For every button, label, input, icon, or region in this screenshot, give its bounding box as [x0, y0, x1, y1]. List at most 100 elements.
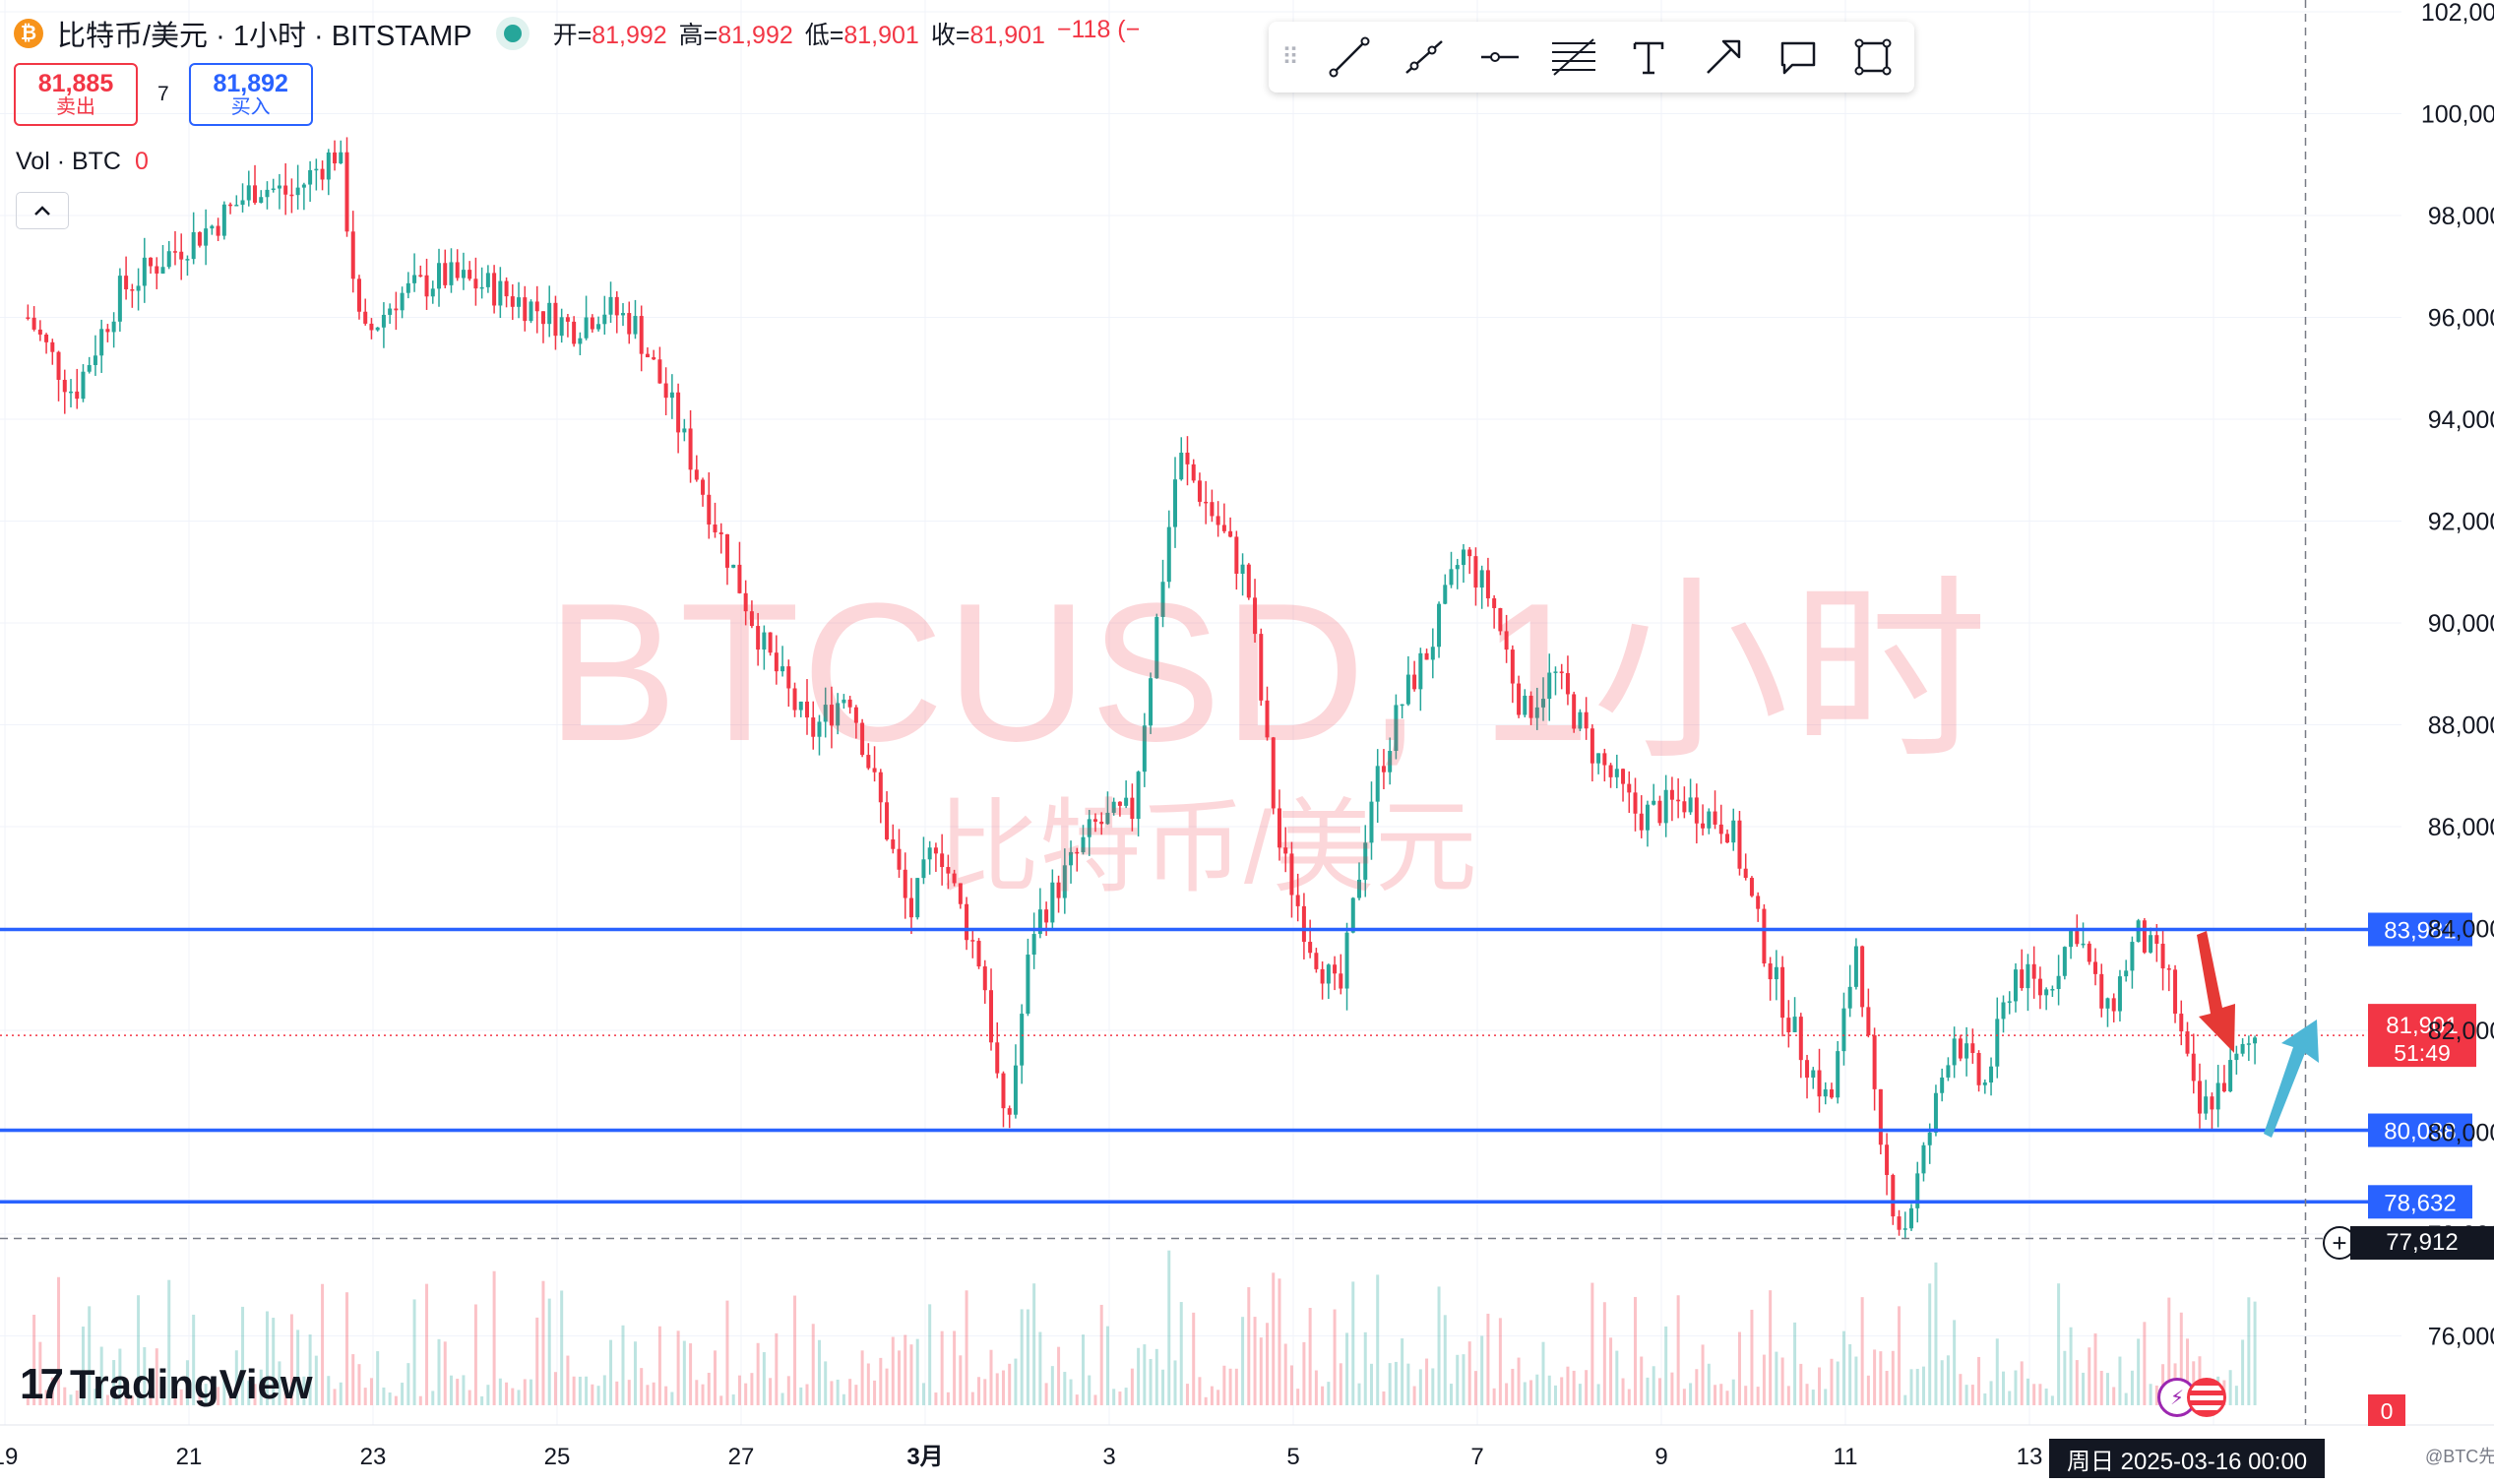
candle [2234, 1045, 2239, 1075]
candle-body [492, 273, 497, 306]
candle-body [1756, 896, 1761, 909]
ray-icon[interactable] [1387, 22, 1462, 93]
candle-body [2130, 942, 2135, 971]
candle-body [2246, 1043, 2251, 1045]
volume-bar [1057, 1346, 1061, 1405]
candle-body [2166, 968, 2171, 970]
candle-body [829, 705, 834, 726]
candle [633, 299, 638, 340]
volume-bar [946, 1391, 950, 1405]
candle-body [1976, 1053, 1981, 1085]
candle-body [1265, 700, 1270, 738]
volume-bar [308, 1334, 312, 1405]
volume-bar [1707, 1363, 1711, 1405]
collapse-button[interactable] [16, 192, 69, 229]
candle [1142, 712, 1147, 787]
down-arrow-annotation[interactable] [2197, 931, 2235, 1053]
candle-body [2124, 970, 2129, 977]
candle [774, 635, 779, 685]
candle [1645, 800, 1650, 847]
level-price-tag [2368, 1185, 2472, 1219]
candle-body [608, 296, 613, 315]
candle-body [1179, 452, 1184, 480]
volume-bar [2118, 1356, 2122, 1405]
candle [136, 268, 141, 311]
time-axis[interactable]: 19212325273月3579111315 [0, 1444, 2226, 1470]
candle [724, 533, 729, 586]
buy-button[interactable]: 81,892 买入 [188, 63, 313, 126]
up-arrow-annotation[interactable] [2264, 1020, 2319, 1138]
candle-body [350, 231, 355, 279]
volume-bar [2253, 1301, 2257, 1405]
volume-bar [198, 1387, 202, 1405]
annotation-arrows[interactable] [2197, 931, 2319, 1138]
price-axis[interactable]: 76,00078,00080,00082,00084,00086,00088,0… [2421, 0, 2494, 1351]
volume-bar [953, 1330, 957, 1405]
candle-body [56, 351, 61, 380]
horizontal-levels[interactable]: 83,981 80,038 78,632 [0, 912, 2472, 1219]
volume-zero-tag [2368, 1394, 2405, 1426]
volume-bar [1866, 1375, 1870, 1405]
text-icon[interactable] [1611, 22, 1686, 93]
candle [1265, 686, 1270, 741]
volume-bar [2063, 1350, 2067, 1405]
rectangle-icon[interactable] [1836, 22, 1910, 93]
candle [1976, 1050, 1981, 1092]
candle-body [1050, 882, 1055, 923]
brand-name: TradingView [69, 1361, 313, 1407]
volume-bar [1137, 1347, 1141, 1405]
volume-bar [1450, 1384, 1454, 1405]
candle-body [1523, 695, 1528, 715]
candle [185, 255, 190, 277]
volume-bar [1848, 1344, 1852, 1405]
callout-icon[interactable] [1761, 22, 1836, 93]
arrow-icon[interactable] [1686, 22, 1761, 93]
candle-body [602, 314, 607, 325]
us-flag-icon[interactable] [2187, 1378, 2226, 1417]
volume-bar [1572, 1370, 1576, 1405]
candle-body [1847, 986, 1852, 1009]
candle [1197, 472, 1202, 507]
candle-body [1517, 683, 1522, 715]
volume-bar [412, 1299, 416, 1405]
horizontal-ray-icon[interactable] [1462, 22, 1536, 93]
tradingview-logo[interactable]: 17 TradingView [20, 1360, 313, 1409]
candle [1154, 613, 1159, 679]
drag-handle-icon[interactable]: ⠿ [1281, 43, 1299, 71]
candles [26, 137, 2258, 1240]
candle-body [805, 701, 810, 718]
candle [1136, 771, 1141, 836]
market-status-icon[interactable] [503, 25, 522, 42]
sell-button[interactable]: 81,885 卖出 [14, 63, 138, 126]
volume-bar [921, 1383, 925, 1405]
candle [2253, 1035, 2258, 1065]
volume-bar [1406, 1363, 1410, 1405]
candle-body [1333, 964, 1338, 974]
candle-body [1031, 934, 1036, 956]
candle [1669, 776, 1674, 822]
candle-body [1786, 1018, 1791, 1032]
volume-bar [1590, 1282, 1594, 1405]
candle-body [1792, 1017, 1797, 1032]
candle-body [860, 722, 865, 756]
candle-body [1866, 1007, 1871, 1036]
volume-legend[interactable]: Vol · BTC 0 [16, 148, 149, 176]
candle-body [1774, 966, 1778, 980]
candle-body [1982, 1082, 1987, 1085]
symbol-title[interactable]: 比特币/美元 · 1小时 · BITSTAMP [57, 21, 472, 52]
candle-body [1823, 1089, 1828, 1097]
candle [1105, 791, 1110, 826]
candle [1166, 510, 1171, 588]
volume-bar [1841, 1330, 1845, 1405]
candle [756, 612, 761, 666]
volume-bar [2143, 1322, 2147, 1405]
candle [860, 718, 865, 758]
volume-bar [511, 1388, 515, 1405]
events-indicators[interactable]: ⚡ [2157, 1378, 2226, 1417]
candle [1541, 677, 1546, 721]
trend-line-icon[interactable] [1312, 22, 1387, 93]
candle [350, 211, 355, 293]
fib-lines-icon[interactable] [1536, 22, 1611, 93]
